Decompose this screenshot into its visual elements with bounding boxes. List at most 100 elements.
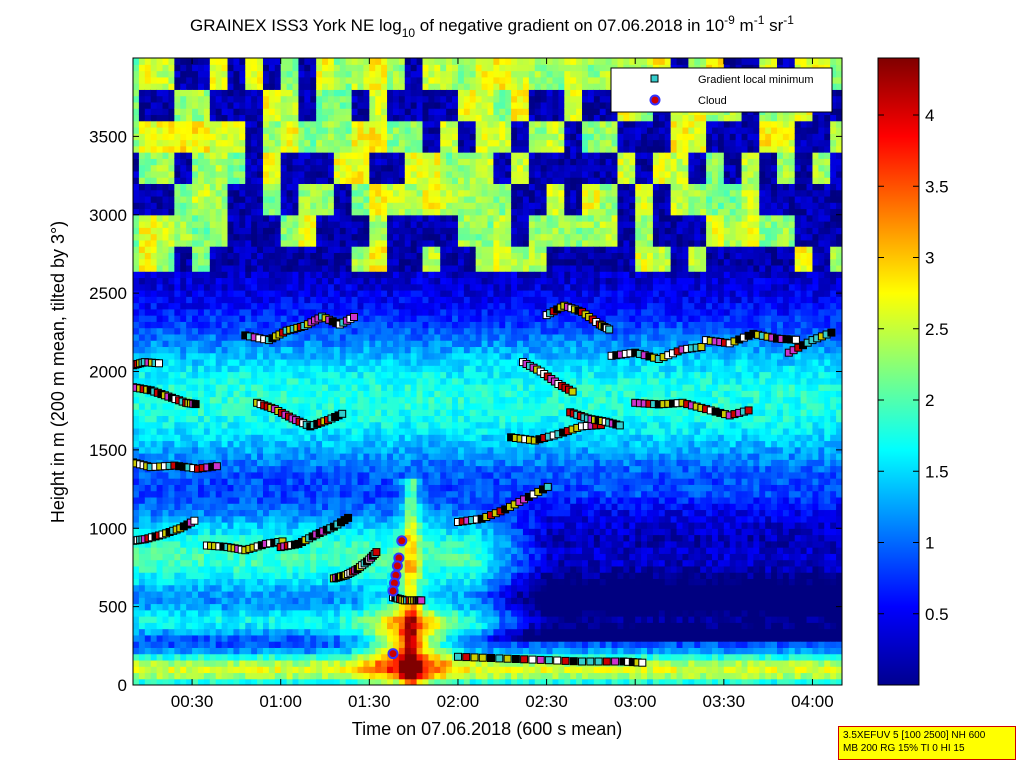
heat-cell bbox=[268, 89, 276, 97]
heat-cell bbox=[381, 139, 388, 147]
heat-cell bbox=[268, 547, 276, 554]
heat-cell bbox=[268, 446, 276, 454]
heat-cell bbox=[422, 616, 430, 623]
heat-cell bbox=[257, 547, 264, 554]
heat-cell bbox=[333, 396, 341, 404]
heat-cell bbox=[245, 58, 252, 65]
heat-cell bbox=[322, 145, 329, 153]
heat-cell bbox=[180, 641, 187, 648]
heat-cell bbox=[257, 465, 264, 473]
heat-cell bbox=[209, 133, 217, 141]
heat-cell bbox=[304, 296, 311, 304]
heat-cell bbox=[227, 120, 235, 128]
heat-cell bbox=[333, 453, 341, 460]
heat-cell bbox=[197, 164, 205, 172]
heat-cell bbox=[262, 358, 270, 366]
heat-cell bbox=[174, 271, 181, 279]
heat-cell bbox=[150, 340, 158, 348]
heat-cell bbox=[298, 283, 305, 291]
heat-cell bbox=[316, 358, 323, 366]
heat-cell bbox=[262, 170, 270, 178]
heat-cell bbox=[322, 484, 329, 492]
heat-cell bbox=[227, 214, 235, 222]
heat-cell bbox=[192, 271, 199, 279]
heat-cell bbox=[138, 346, 146, 354]
heat-cell bbox=[239, 553, 246, 561]
heat-cell bbox=[339, 277, 347, 285]
heat-cell bbox=[168, 327, 175, 335]
heat-cell bbox=[162, 64, 170, 72]
heat-cell bbox=[375, 603, 382, 611]
heat-cell bbox=[369, 446, 376, 454]
heat-cell bbox=[322, 440, 329, 448]
heat-cell bbox=[262, 227, 270, 235]
heat-cell bbox=[292, 622, 300, 630]
heat-cell bbox=[392, 133, 400, 141]
heat-cell bbox=[398, 584, 406, 592]
heat-cell bbox=[174, 440, 181, 448]
heat-cell bbox=[327, 114, 335, 122]
heat-cell bbox=[268, 315, 276, 322]
heat-cell bbox=[280, 214, 288, 222]
heat-cell bbox=[280, 440, 288, 448]
heat-cell bbox=[197, 308, 205, 316]
heat-cell bbox=[416, 70, 424, 78]
heat-cell bbox=[268, 559, 276, 567]
heat-cell bbox=[298, 252, 305, 260]
heat-cell bbox=[174, 616, 181, 623]
heat-cell bbox=[304, 239, 311, 247]
heat-cell bbox=[357, 227, 365, 235]
heat-cell bbox=[239, 453, 246, 460]
heat-cell bbox=[310, 409, 317, 416]
heat-cell bbox=[174, 515, 181, 523]
heat-cell bbox=[416, 289, 424, 297]
heat-cell bbox=[251, 321, 258, 329]
heat-cell bbox=[310, 70, 317, 78]
heat-cell bbox=[227, 641, 235, 648]
heat-cell bbox=[215, 641, 223, 648]
heat-cell bbox=[239, 509, 246, 517]
heat-cell bbox=[162, 358, 170, 366]
heat-cell bbox=[304, 289, 311, 297]
heat-cell bbox=[327, 164, 335, 172]
heat-cell bbox=[345, 133, 353, 141]
heat-cell bbox=[174, 89, 181, 97]
heat-cell bbox=[192, 264, 199, 272]
heat-cell bbox=[251, 170, 258, 178]
heat-cell bbox=[174, 246, 181, 253]
heat-cell bbox=[398, 214, 406, 222]
heat-cell bbox=[168, 145, 175, 153]
heat-cell bbox=[174, 409, 181, 416]
heat-cell bbox=[351, 139, 359, 147]
heat-cell bbox=[239, 528, 246, 536]
heat-cell bbox=[227, 415, 235, 423]
heat-cell bbox=[410, 603, 418, 611]
heat-cell bbox=[209, 277, 217, 285]
heat-cell bbox=[345, 453, 353, 460]
heat-cell bbox=[268, 164, 276, 172]
heat-cell bbox=[156, 603, 164, 611]
heat-cell bbox=[310, 396, 317, 404]
heat-cell bbox=[410, 427, 418, 435]
heat-cell bbox=[310, 58, 317, 65]
heat-cell bbox=[310, 152, 317, 159]
heat-cell bbox=[398, 252, 406, 260]
heat-cell bbox=[239, 609, 246, 617]
heat-cell bbox=[410, 177, 418, 184]
heat-cell bbox=[209, 58, 217, 65]
heat-cell bbox=[262, 321, 270, 329]
heat-cell bbox=[327, 597, 335, 605]
heat-cell bbox=[310, 515, 317, 523]
heat-cell bbox=[410, 258, 418, 266]
heat-cell bbox=[398, 302, 406, 310]
heat-cell bbox=[138, 540, 146, 548]
heat-cell bbox=[345, 321, 353, 329]
heat-cell bbox=[339, 327, 347, 335]
heat-cell bbox=[345, 471, 353, 479]
heat-cell bbox=[304, 484, 311, 492]
heat-cell bbox=[174, 264, 181, 272]
heat-cell bbox=[192, 453, 199, 460]
heat-cell bbox=[133, 271, 140, 279]
heat-cell bbox=[304, 277, 311, 285]
heat-cell bbox=[345, 252, 353, 260]
